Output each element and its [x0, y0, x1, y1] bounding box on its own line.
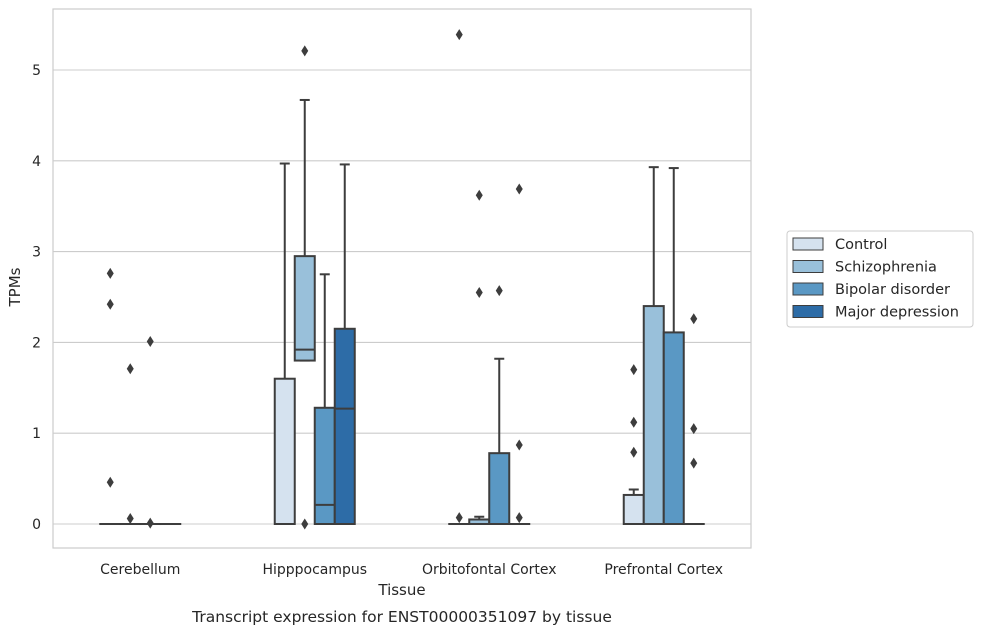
x-tick-label-2: Hipppocampus: [262, 562, 367, 578]
outlier-point: [515, 439, 523, 451]
y-tick-label-2: 2: [32, 335, 41, 351]
box-2-0: [448, 29, 471, 526]
box-body: [488, 452, 511, 525]
outlier-point: [146, 335, 154, 347]
chart-caption: Transcript expression for ENST0000035109…: [191, 608, 612, 626]
box-0-2: [139, 335, 162, 529]
x-tick-label-4: Prefrontal Cortex: [604, 562, 723, 578]
box-3-2: [662, 167, 685, 525]
box-marks: [99, 29, 705, 530]
legend-item-3: Bipolar disorder: [792, 282, 950, 298]
box-body: [622, 493, 645, 525]
legend-swatch: [792, 305, 824, 318]
x-tick-label-1: Cerebellum: [100, 562, 180, 578]
y-axis-label: TPMs: [6, 267, 24, 307]
y-tick-label-1: 1: [32, 426, 41, 442]
legend-item-4: Major depression: [792, 305, 959, 321]
legend-item-2: Schizophrenia: [792, 260, 937, 276]
legend-item-1: Control: [792, 237, 887, 253]
outlier-point: [630, 416, 638, 428]
box-2-1: [468, 189, 491, 526]
outlier-point: [455, 29, 463, 41]
box-3-3: [682, 313, 705, 526]
outlier-point: [126, 513, 134, 525]
legend-frame: [786, 230, 974, 328]
x-tick-label-3: Orbitofontal Cortex: [422, 562, 557, 578]
legend-swatch: [792, 260, 824, 273]
outlier-point: [515, 512, 523, 524]
outlier-point: [515, 183, 523, 195]
x-axis-label: Tissue: [377, 581, 425, 599]
box-body: [662, 331, 685, 525]
box-3-1: [642, 166, 665, 525]
box-body: [313, 406, 336, 525]
legend: Control Schizophrenia Bipolar disorder Majo…: [786, 230, 974, 328]
box-1-2: [313, 273, 336, 525]
outlier-point: [495, 285, 503, 297]
box-body: [333, 327, 356, 525]
box-body: [642, 305, 665, 525]
box-0-0: [99, 267, 122, 526]
y-tick-label-3: 3: [32, 245, 41, 261]
box-1-0: [273, 162, 296, 525]
outlier-point: [301, 45, 309, 57]
legend-label: Schizophrenia: [835, 260, 937, 276]
legend-label: Bipolar disorder: [835, 282, 950, 298]
outlier-point: [475, 189, 483, 201]
y-axis-ticks: 0 1 2 3 4 5: [32, 63, 41, 533]
outlier-point: [301, 518, 309, 530]
box-1-1: [293, 45, 316, 530]
legend-label: Control: [835, 237, 887, 253]
y-tick-label-4: 4: [32, 154, 41, 170]
outlier-point: [146, 517, 154, 529]
box-body: [293, 255, 316, 362]
x-axis-ticks: Cerebellum Hipppocampus Orbitofontal Corte…: [100, 562, 723, 578]
outlier-point: [630, 446, 638, 458]
outlier-point: [455, 512, 463, 524]
legend-swatch: [792, 282, 824, 296]
outlier-point: [690, 313, 698, 325]
box-2-3: [508, 183, 531, 526]
outlier-point: [106, 476, 114, 488]
y-tick-label-0: 0: [32, 517, 41, 533]
outlier-point: [630, 364, 638, 376]
outlier-point: [690, 423, 698, 435]
legend-label: Major depression: [835, 305, 959, 321]
outlier-point: [106, 267, 114, 279]
outlier-point: [126, 363, 134, 375]
outlier-point: [690, 457, 698, 469]
box-3-0: [622, 364, 645, 525]
y-tick-label-5: 5: [32, 63, 41, 79]
box-body: [273, 377, 296, 525]
box-2-2: [488, 285, 511, 525]
box-0-1: [119, 363, 142, 526]
outlier-point: [475, 286, 483, 298]
plot-area-frame: [52, 8, 752, 549]
legend-swatch: [792, 237, 824, 251]
outlier-point: [106, 298, 114, 310]
box-1-3: [333, 163, 356, 525]
